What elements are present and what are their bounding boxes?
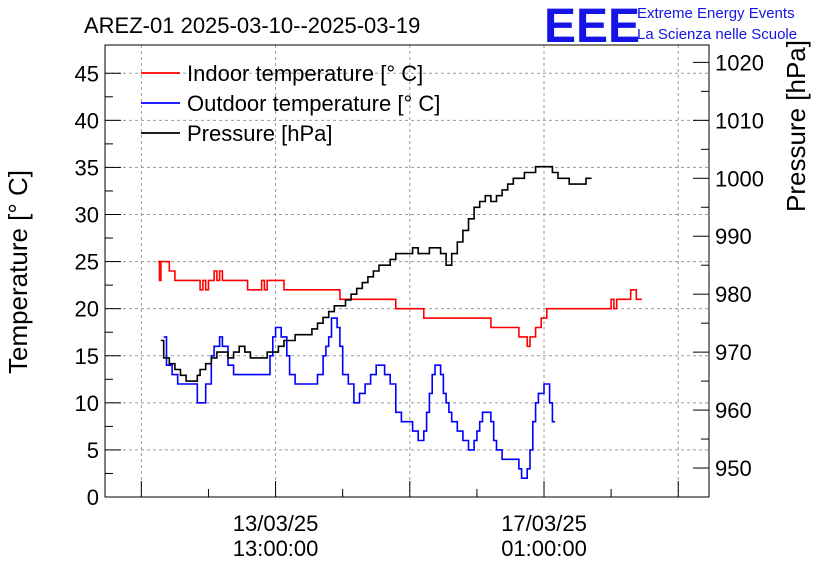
- axis-ticks: 0 5 10 15 20 25 30 35 40 45 950 960 970 980 990 1000 101…: [75, 50, 764, 561]
- organization-line-1: Extreme Energy Events: [637, 5, 795, 22]
- organization-line-2: La Scienza nelle Scuole: [637, 26, 797, 43]
- eee-logo: EEE: [544, 0, 640, 53]
- legend-entry-indoor-label: Indoor temperature [° C]: [187, 61, 423, 86]
- y-tick-label-left: 5: [87, 438, 99, 463]
- y-tick-label-left: 10: [75, 391, 99, 416]
- chart-title: AREZ-01 2025-03-10--2025-03-19: [84, 13, 420, 38]
- y-tick-label-right: 960: [715, 398, 752, 423]
- y-tick-label-left: 25: [75, 250, 99, 275]
- y-tick-label-right: 1010: [715, 108, 764, 133]
- legend: Indoor temperature [° C] Outdoor temperat…: [141, 61, 440, 146]
- y-tick-label-right: 980: [715, 282, 752, 307]
- y-tick-label-left: 15: [75, 344, 99, 369]
- legend-entry-outdoor-label: Outdoor temperature [° C]: [187, 91, 440, 116]
- x-tick-label-time: 01:00:00: [501, 536, 587, 561]
- y-tick-label-right: 970: [715, 340, 752, 365]
- y-tick-label-right: 1000: [715, 166, 764, 191]
- series-line-pressure: [160, 165, 592, 382]
- plot-frame: [104, 44, 710, 498]
- y-tick-label-left: 20: [75, 297, 99, 322]
- y-tick-label-left: 30: [75, 203, 99, 228]
- y-tick-label-left: 35: [75, 155, 99, 180]
- series-line-outdoor-temperature: [163, 317, 556, 479]
- y-axis-title-left: Temperature [° C]: [3, 170, 33, 374]
- series-line-indoor-temperature: [158, 260, 642, 348]
- y-tick-label-left: 0: [87, 485, 99, 510]
- x-tick-label-date: 17/03/25: [501, 511, 587, 536]
- x-tick-label-time: 13:00:00: [233, 536, 319, 561]
- series-lines: [158, 165, 642, 479]
- y-axis-title-right: Pressure [hPa]: [781, 40, 811, 212]
- y-tick-label-right: 950: [715, 456, 752, 481]
- y-tick-label-right: 990: [715, 224, 752, 249]
- y-tick-label-left: 45: [75, 61, 99, 86]
- x-tick-label-date: 13/03/25: [233, 511, 319, 536]
- y-tick-label-left: 40: [75, 108, 99, 133]
- y-tick-label-right: 1020: [715, 50, 764, 75]
- legend-entry-pressure-label: Pressure [hPa]: [187, 121, 333, 146]
